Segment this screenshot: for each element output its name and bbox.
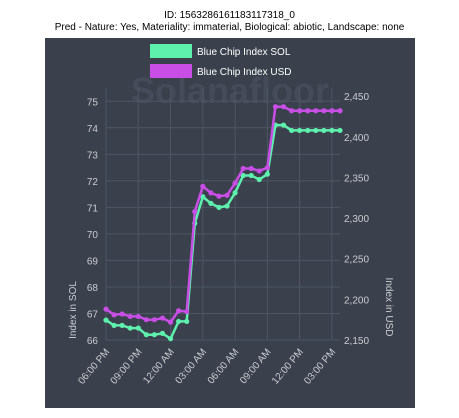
right-tick-label: 2,350 xyxy=(344,173,369,184)
data-point-sol xyxy=(264,171,270,177)
left-tick-label: 71 xyxy=(87,203,99,214)
data-point-sol xyxy=(143,332,149,338)
data-point-usd xyxy=(329,108,335,114)
data-point-sol xyxy=(111,322,117,329)
data-point-usd xyxy=(119,311,125,317)
data-point-sol xyxy=(119,322,125,329)
data-point-sol xyxy=(159,330,166,336)
data-point-usd xyxy=(159,315,166,321)
data-point-usd xyxy=(143,317,149,323)
left-tick-label: 72 xyxy=(87,177,99,188)
data-point-usd xyxy=(337,108,343,114)
data-point-sol xyxy=(248,172,254,179)
left-axis-ticks: 66 67 68 69 70 71 72 73 74 75 xyxy=(87,97,99,347)
data-point-usd xyxy=(208,190,214,196)
data-point-sol xyxy=(127,325,133,331)
data-point-sol xyxy=(135,325,141,331)
data-point-sol xyxy=(200,194,206,200)
data-point-usd xyxy=(313,108,319,114)
left-tick-label: 75 xyxy=(87,97,99,108)
data-point-usd xyxy=(248,165,254,172)
image-id-caption: ID: 1563286161183117318_0 xyxy=(164,10,295,21)
data-point-sol xyxy=(184,318,190,325)
right-axis-ticks: 2,150 2,200 2,250 2,300 2,350 2,400 2,450 xyxy=(344,92,369,347)
legend-label-sol: Blue Chip Index SOL xyxy=(197,47,291,58)
right-tick-label: 2,250 xyxy=(344,255,369,266)
data-point-usd xyxy=(232,180,238,186)
data-point-sol xyxy=(103,317,109,323)
data-point-usd xyxy=(256,168,262,174)
data-point-sol xyxy=(240,172,246,179)
data-point-sol xyxy=(288,127,295,134)
left-axis-label: Index in SOL xyxy=(68,281,79,339)
data-point-sol xyxy=(224,203,230,209)
data-point-usd xyxy=(272,104,279,110)
data-point-sol xyxy=(256,176,262,183)
prediction-caption: Pred - Nature: Yes, Materiality: immater… xyxy=(54,22,405,33)
data-point-sol xyxy=(208,200,214,206)
legend-swatch-usd xyxy=(150,64,192,78)
data-point-usd xyxy=(321,108,327,114)
data-point-usd xyxy=(111,312,117,318)
left-tick-label: 69 xyxy=(87,256,99,267)
left-tick-label: 67 xyxy=(87,309,99,320)
data-point-usd xyxy=(167,319,174,325)
data-point-usd xyxy=(135,313,141,320)
right-tick-label: 2,400 xyxy=(344,133,369,144)
data-point-usd xyxy=(264,165,270,171)
data-point-sol xyxy=(329,127,335,134)
data-point-usd xyxy=(151,317,158,323)
legend-item-sol[interactable]: Blue Chip Index SOL xyxy=(150,44,291,58)
data-point-usd xyxy=(184,308,190,315)
data-point-sol xyxy=(176,318,182,325)
legend-item-usd[interactable]: Blue Chip Index USD xyxy=(150,64,292,78)
left-tick-label: 70 xyxy=(87,230,99,241)
left-tick-label: 73 xyxy=(87,150,99,161)
right-tick-label: 2,450 xyxy=(344,92,369,103)
left-tick-label: 68 xyxy=(87,283,99,294)
left-tick-label: 74 xyxy=(87,124,99,135)
chart-background xyxy=(45,38,415,408)
data-point-sol xyxy=(232,190,238,196)
data-point-sol xyxy=(167,336,174,342)
data-point-sol xyxy=(337,127,343,134)
right-tick-label: 2,200 xyxy=(344,295,369,306)
data-point-sol xyxy=(321,127,327,134)
legend-label-usd: Blue Chip Index USD xyxy=(197,67,292,78)
right-axis-label: Index in USD xyxy=(383,278,394,337)
right-tick-label: 2,300 xyxy=(344,214,369,225)
legend-swatch-sol xyxy=(150,44,192,58)
left-tick-label: 66 xyxy=(87,336,99,347)
data-point-usd xyxy=(240,165,246,172)
legend: Blue Chip Index SOL Blue Chip Index USD xyxy=(150,44,292,78)
right-tick-label: 2,150 xyxy=(344,336,369,347)
data-point-usd xyxy=(288,108,295,114)
data-point-usd xyxy=(224,192,230,198)
data-point-sol xyxy=(151,332,158,338)
data-point-usd xyxy=(297,108,303,114)
data-point-usd xyxy=(305,108,311,114)
data-point-usd xyxy=(216,193,222,199)
data-point-sol xyxy=(305,127,311,134)
data-point-sol xyxy=(216,204,222,210)
data-point-usd xyxy=(127,313,133,320)
data-point-usd xyxy=(200,183,206,189)
data-point-usd xyxy=(280,104,287,110)
data-point-sol xyxy=(297,127,303,134)
data-point-usd xyxy=(192,208,198,215)
data-point-usd xyxy=(103,306,109,312)
data-point-usd xyxy=(176,308,182,314)
series-layer xyxy=(103,104,343,342)
data-point-sol xyxy=(313,127,319,134)
data-point-sol xyxy=(280,122,287,128)
